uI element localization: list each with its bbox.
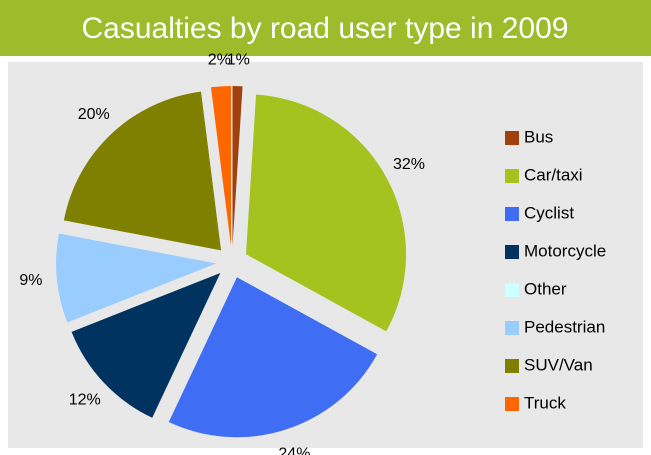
legend-label: Bus xyxy=(524,127,553,146)
pie-slice xyxy=(63,91,222,251)
data-label: 2% xyxy=(208,52,231,69)
pie-slice xyxy=(56,233,217,323)
data-label: 24% xyxy=(278,445,310,455)
pie-slice xyxy=(232,86,243,247)
legend-label: Other xyxy=(524,279,567,298)
legend-label: Motorcycle xyxy=(524,241,606,260)
legend-label: Pedestrian xyxy=(524,317,605,336)
legend-swatch xyxy=(505,207,519,221)
pie-slice xyxy=(168,277,378,438)
legend-swatch xyxy=(505,169,519,183)
legend-swatch xyxy=(505,131,519,145)
data-label: 20% xyxy=(78,106,110,123)
pie-slice xyxy=(71,272,221,418)
legend-swatch xyxy=(505,245,519,259)
pie-slice xyxy=(210,86,231,247)
data-label: 1% xyxy=(227,51,250,68)
chart-title: Casualties by road user type in 2009 xyxy=(82,12,569,45)
legend-label: Cyclist xyxy=(524,203,574,222)
data-label: 12% xyxy=(69,391,101,408)
legend-swatch xyxy=(505,397,519,411)
data-label: 32% xyxy=(393,156,425,173)
legend-swatch xyxy=(505,283,519,297)
pie-slice xyxy=(246,94,407,332)
data-label: 9% xyxy=(19,272,42,289)
legend-label: SUV/Van xyxy=(524,355,593,374)
legend-label: Car/taxi xyxy=(524,165,583,184)
legend-label: Truck xyxy=(524,393,566,412)
legend-swatch xyxy=(505,359,519,373)
title-bar xyxy=(0,0,651,56)
legend-swatch xyxy=(505,321,519,335)
